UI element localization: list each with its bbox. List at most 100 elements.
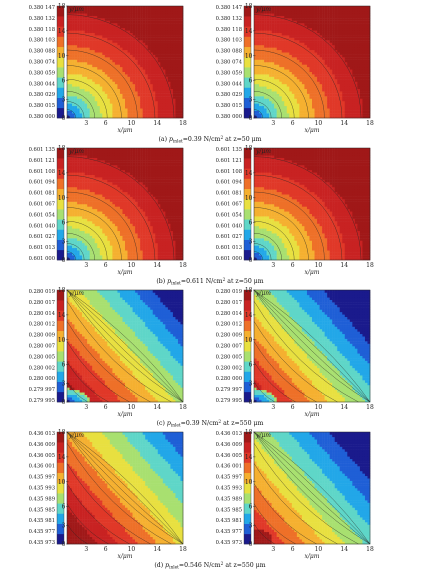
contour-cell xyxy=(92,52,95,55)
contour-cell xyxy=(82,54,85,58)
contour-cell xyxy=(82,69,85,72)
contour-cell xyxy=(94,169,98,173)
contour-cell xyxy=(304,27,308,31)
contour-cell xyxy=(67,32,70,36)
contour-cell xyxy=(107,30,111,34)
contour-cell xyxy=(319,52,323,55)
contour-cell xyxy=(170,54,174,58)
contour-cell xyxy=(289,32,293,36)
contour-cell xyxy=(67,235,70,239)
contour-cell xyxy=(306,10,310,14)
contour-cell xyxy=(337,88,340,92)
contour-cell xyxy=(271,10,275,14)
contour-cell xyxy=(259,10,262,14)
contour-cell xyxy=(274,71,277,75)
contour-cell xyxy=(97,69,101,72)
contour-cell xyxy=(145,54,148,58)
contour-cell xyxy=(160,37,164,41)
contour-cell xyxy=(87,247,90,251)
contour-cell xyxy=(271,64,275,68)
contour-cell xyxy=(155,32,159,36)
contour-cell xyxy=(69,115,73,119)
contour-cell xyxy=(157,13,161,16)
contour-cell xyxy=(296,40,300,43)
contour-cell xyxy=(152,32,156,36)
contour-cell xyxy=(294,110,298,114)
contour-cell xyxy=(261,62,265,65)
contour-cell xyxy=(94,105,98,109)
contour-cell xyxy=(84,100,88,104)
contour-cell xyxy=(119,69,123,72)
y-tick-label: 14 xyxy=(58,28,66,35)
contour-cell xyxy=(92,8,95,12)
contour-cell xyxy=(347,18,351,21)
contour-cell xyxy=(284,88,288,92)
contour-cell xyxy=(79,201,83,205)
contour-cell xyxy=(324,59,328,63)
contour-cell xyxy=(359,25,363,29)
contour-cell xyxy=(99,79,103,82)
contour-cell xyxy=(362,76,366,80)
contour-cell xyxy=(147,6,151,9)
contour-cell xyxy=(162,69,166,72)
contour-cell xyxy=(82,204,85,207)
contour-cell xyxy=(301,54,305,58)
contour-cell xyxy=(299,32,303,36)
contour-cell xyxy=(104,93,108,97)
contour-cell xyxy=(170,25,174,29)
contour-cell xyxy=(334,15,338,19)
contour-cell xyxy=(89,174,93,178)
contour-cell xyxy=(254,10,257,14)
contour-cell xyxy=(72,74,75,77)
contour-cell xyxy=(344,35,348,38)
contour-cell xyxy=(89,15,93,19)
contour-cell xyxy=(127,13,131,16)
contour-cell xyxy=(269,113,272,116)
colorbar-label: 0.380 059 xyxy=(216,70,242,76)
x-tick-label: 10 xyxy=(128,120,136,127)
contour-cell xyxy=(319,76,323,80)
contour-cell xyxy=(125,98,128,102)
contour-cell xyxy=(74,57,78,60)
contour-cell xyxy=(354,59,358,63)
contour-cell xyxy=(84,110,88,114)
contour-cell xyxy=(145,52,148,55)
contour-cell xyxy=(67,30,70,34)
contour-cell xyxy=(107,81,111,85)
contour-cell xyxy=(157,47,161,51)
contour-cell xyxy=(89,115,93,119)
contour-cell xyxy=(137,35,141,38)
contour-cell xyxy=(289,20,293,24)
y-tick-label: 3 xyxy=(62,96,66,103)
contour-cell xyxy=(362,88,366,92)
contour-cell xyxy=(99,40,103,43)
contour-cell xyxy=(264,40,267,43)
colorbar-segment xyxy=(57,219,64,230)
contour-cell xyxy=(114,83,118,87)
contour-cell xyxy=(306,42,310,46)
contour-cell xyxy=(354,6,358,9)
contour-cell xyxy=(324,42,328,46)
contour-cell xyxy=(329,8,333,12)
contour-cell xyxy=(72,52,75,55)
contour-cell xyxy=(109,93,113,97)
contour-cell xyxy=(130,30,133,34)
contour-cell xyxy=(77,218,80,222)
contour-cell xyxy=(359,30,363,34)
contour-cell xyxy=(259,62,262,65)
contour-cell xyxy=(347,52,351,55)
contour-cell xyxy=(89,223,93,227)
contour-cell xyxy=(77,216,80,219)
contour-cell xyxy=(359,52,363,55)
contour-cell xyxy=(347,71,351,75)
contour-cell xyxy=(142,88,146,92)
contour-cell xyxy=(269,27,272,31)
contour-cell xyxy=(304,103,308,107)
contour-cell xyxy=(77,20,80,24)
contour-cell xyxy=(259,42,262,46)
contour-cell xyxy=(291,49,295,53)
contour-cell xyxy=(339,81,343,85)
contour-cell xyxy=(289,47,293,51)
contour-cell xyxy=(279,96,282,99)
contour-cell xyxy=(140,30,143,34)
